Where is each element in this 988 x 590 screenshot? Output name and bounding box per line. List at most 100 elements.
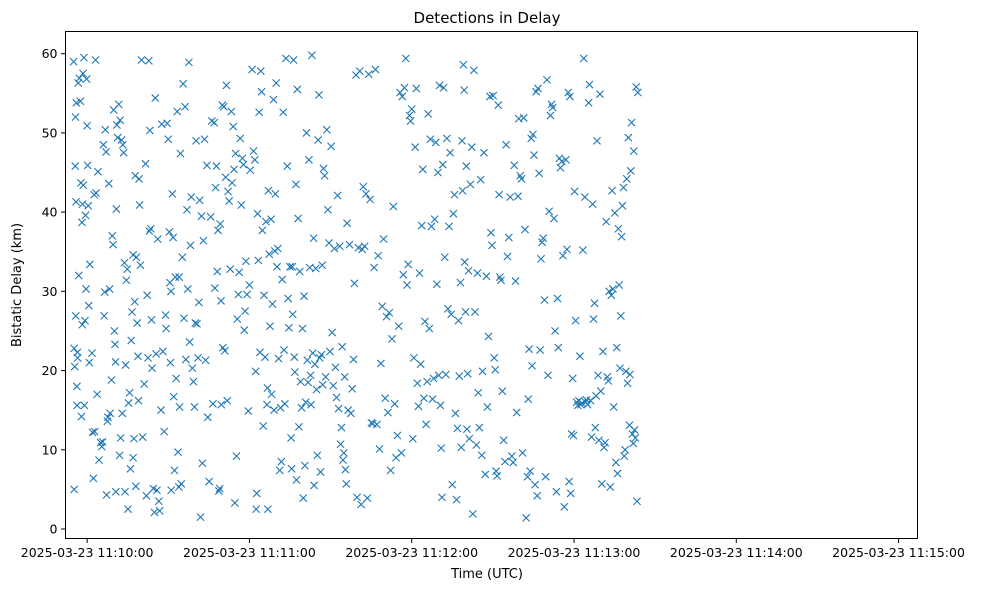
marker-stroke [353, 493, 362, 502]
marker-stroke [166, 358, 175, 367]
data-point [378, 302, 387, 311]
marker-stroke [177, 479, 186, 488]
marker-stroke [91, 56, 100, 65]
marker-stroke [230, 498, 239, 507]
marker-stroke [387, 334, 396, 343]
data-point [331, 363, 340, 372]
marker-stroke [73, 353, 82, 362]
marker-stroke [533, 491, 542, 500]
data-point [273, 262, 282, 271]
data-point [376, 359, 385, 368]
data-point [610, 208, 619, 217]
data-point [605, 287, 614, 296]
marker-stroke [386, 466, 395, 475]
data-point [374, 251, 383, 260]
data-point [186, 241, 195, 250]
marker-stroke [261, 353, 270, 362]
marker-stroke [165, 227, 174, 236]
data-point [100, 311, 109, 320]
marker-stroke [133, 319, 142, 328]
marker-stroke [339, 456, 347, 465]
data-point [72, 197, 81, 206]
marker-stroke [129, 250, 138, 259]
marker-stroke [557, 157, 566, 166]
data-point [451, 409, 460, 418]
marker-stroke [121, 487, 129, 496]
data-point [594, 371, 603, 380]
data-point [76, 97, 85, 106]
marker-stroke [172, 374, 181, 383]
data-point [234, 290, 243, 299]
marker-stroke [407, 105, 416, 114]
y-tick-label: 0 [50, 521, 58, 536]
data-point [414, 402, 423, 411]
marker-stroke [126, 464, 135, 473]
marker-stroke [588, 200, 597, 209]
data-point [185, 338, 194, 347]
data-point [93, 390, 102, 399]
data-point [413, 379, 422, 388]
data-point [449, 209, 458, 218]
marker-stroke [371, 65, 380, 74]
marker-stroke [397, 448, 406, 457]
marker-stroke [498, 387, 507, 396]
data-point [570, 187, 579, 196]
data-point [236, 134, 245, 143]
marker-stroke [123, 505, 132, 514]
marker-stroke [393, 431, 402, 440]
marker-stroke [217, 400, 226, 409]
data-point [217, 400, 226, 409]
data-point [404, 260, 413, 269]
marker-stroke [118, 409, 127, 418]
marker-stroke [223, 396, 232, 405]
x-tick-label: 2025-03-23 11:15:00 [832, 545, 965, 560]
data-point [362, 189, 370, 198]
data-point [447, 310, 456, 319]
marker-stroke [119, 148, 128, 157]
data-point [249, 147, 258, 156]
data-point [272, 79, 281, 87]
marker-stroke [418, 165, 427, 174]
data-point [562, 245, 571, 254]
marker-stroke [447, 310, 456, 319]
marker-stroke [102, 147, 111, 156]
marker-stroke [304, 378, 313, 387]
marker-stroke [210, 284, 219, 293]
data-point [386, 466, 395, 475]
marker-stroke [319, 164, 328, 173]
marker-stroke [345, 240, 354, 249]
data-point [197, 212, 206, 221]
marker-stroke [265, 250, 274, 259]
marker-stroke [255, 108, 264, 117]
data-point [129, 453, 138, 462]
data-point [74, 79, 83, 87]
data-point [322, 125, 331, 134]
data-point [596, 387, 605, 396]
data-point [252, 489, 261, 498]
marker-stroke [95, 456, 104, 465]
data-point [307, 400, 316, 409]
marker-stroke [542, 75, 551, 84]
marker-stroke [70, 485, 79, 494]
data-point [393, 431, 402, 440]
marker-stroke [71, 113, 80, 122]
marker-stroke [102, 490, 111, 499]
data-point [503, 252, 512, 261]
data-point [288, 262, 297, 271]
data-point [460, 86, 469, 95]
data-point [259, 422, 268, 430]
data-point [524, 395, 533, 404]
data-point [632, 82, 641, 91]
data-point [248, 65, 257, 74]
data-point [252, 505, 261, 514]
data-point [579, 54, 588, 63]
data-point [129, 434, 138, 443]
data-point [621, 445, 630, 454]
data-point [598, 347, 607, 356]
marker-stroke [301, 398, 310, 407]
data-point [348, 384, 357, 393]
marker-stroke [409, 353, 418, 362]
marker-stroke [460, 86, 469, 95]
data-point [309, 234, 318, 243]
marker-stroke [519, 113, 528, 122]
